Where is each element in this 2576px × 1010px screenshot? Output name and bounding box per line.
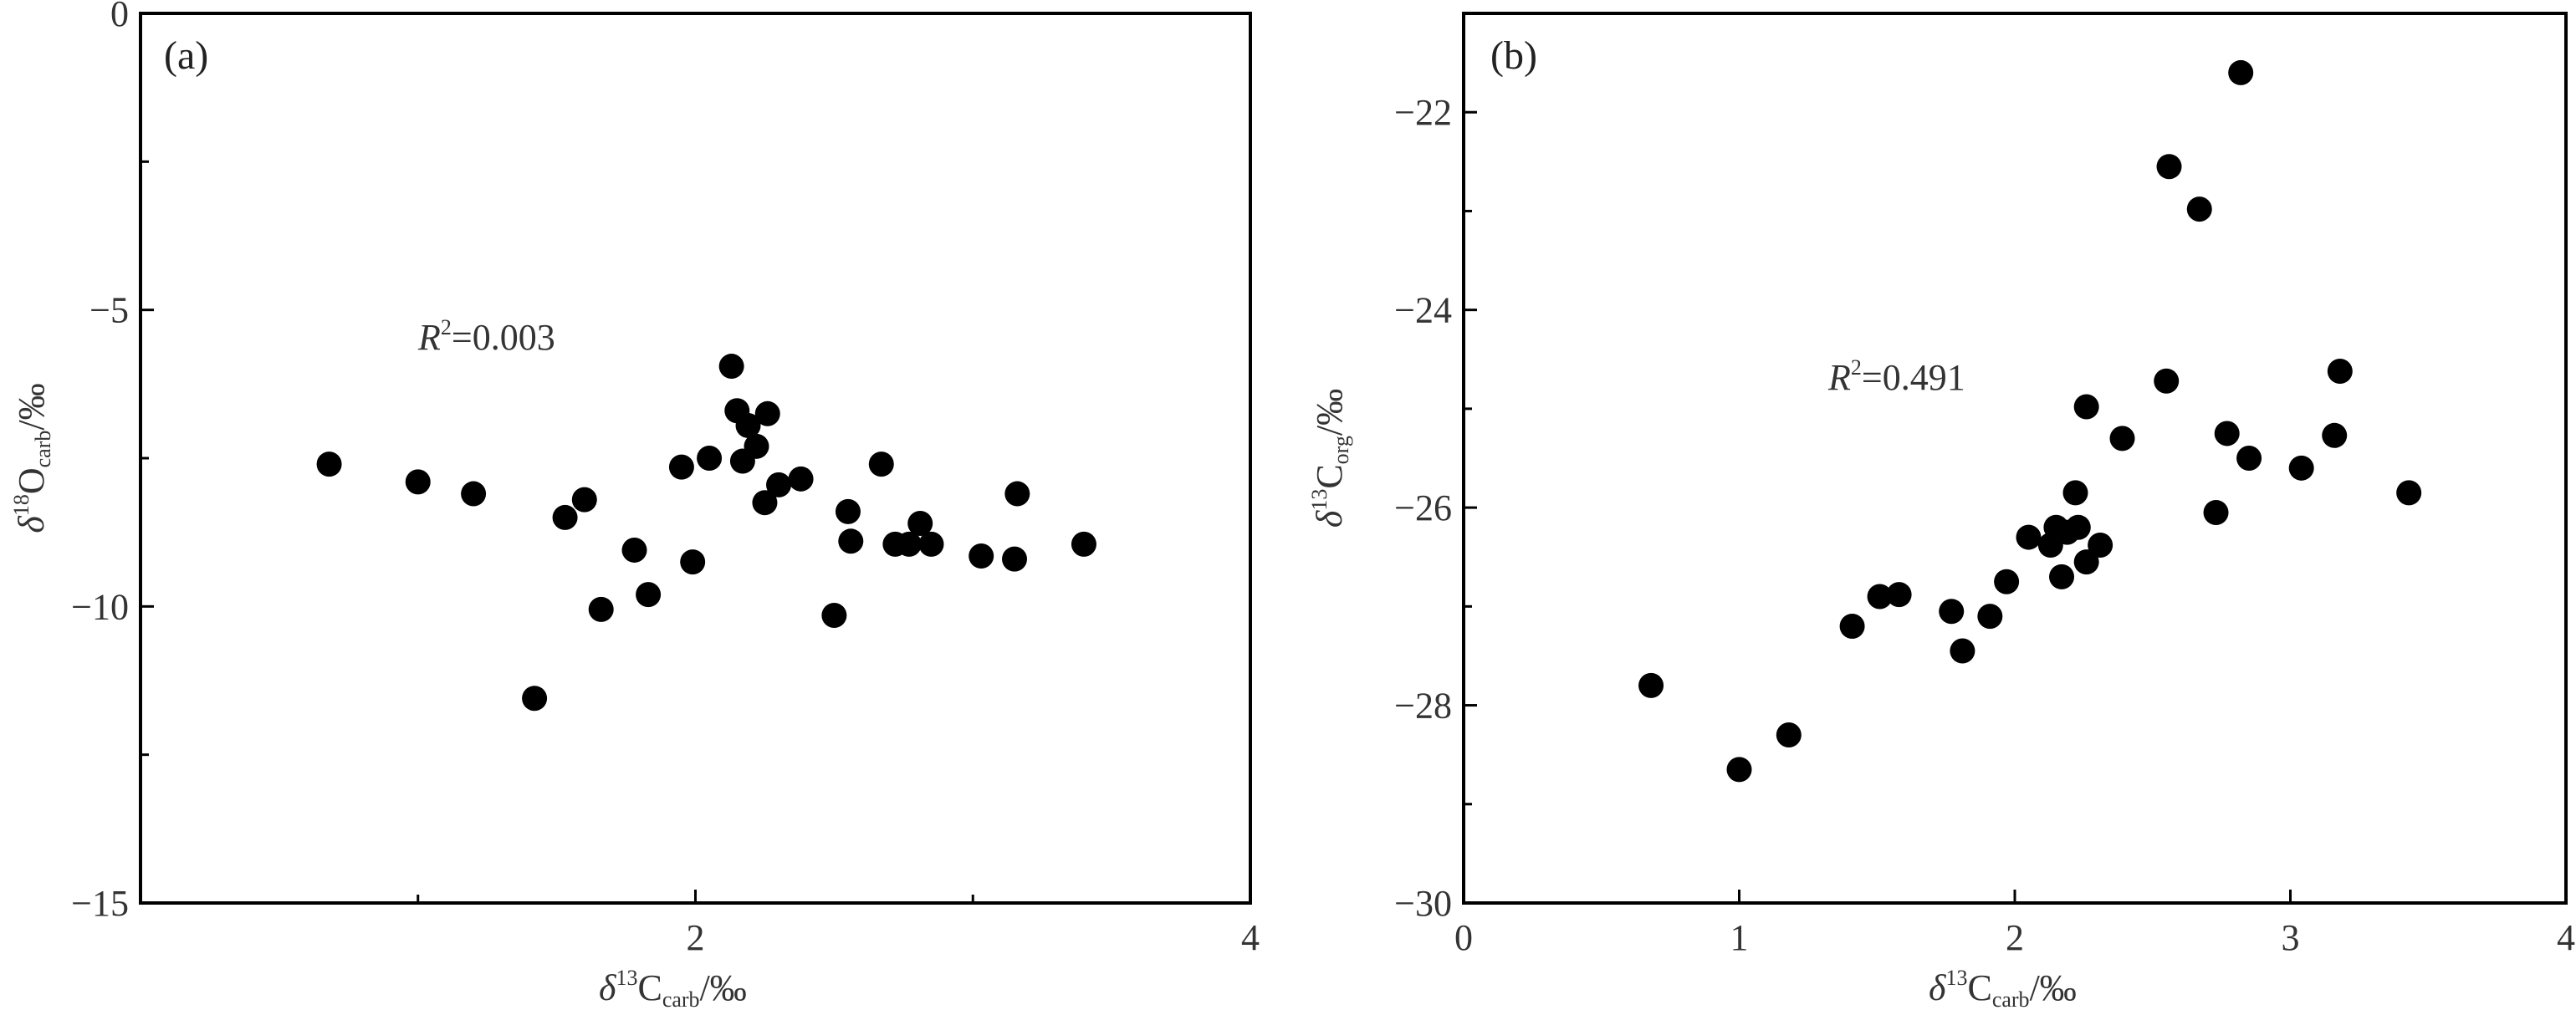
panel-b-data-point	[1977, 604, 2003, 630]
panel-a-data-point	[788, 466, 814, 492]
panel-b-x-tick-label: 0	[1454, 917, 1473, 958]
panel-a-y-tick-label: 0	[110, 0, 129, 34]
panel-a-x-tick-label: 2	[687, 917, 705, 958]
panel-a-data-point	[461, 481, 487, 507]
panel-a-data-point	[1004, 481, 1030, 507]
panel-a-data-point	[668, 454, 694, 480]
panel-b-y-tick-label: −24	[1394, 290, 1452, 331]
panel-a-ticks: 2 4 0 −5 −10 −15	[71, 0, 1260, 958]
panel-a-data-point	[766, 472, 792, 497]
panel-a-data-point	[552, 504, 578, 530]
panel-b-y-axis-title: δ13Corg/‰	[1307, 389, 1353, 528]
panel-a-scatter-chart: 2 40−5−10−15 (a) R2=0.003 δ13Ccarb/‰ δ18O…	[9, 0, 1260, 1010]
panel-b-x-tick-label: 4	[2557, 917, 2575, 958]
panel-b-data-point	[1867, 584, 1893, 610]
panel-b-data-point	[2088, 533, 2113, 559]
panel-b-data-point	[2214, 421, 2240, 446]
panel-a-data-point	[588, 596, 614, 622]
panel-b-data-point	[2049, 564, 2075, 589]
panel-a-y-axis-title: δ18Ocarb/‰	[9, 383, 55, 533]
panel-b-data-point	[2073, 394, 2099, 420]
panel-a-data-point	[969, 543, 994, 569]
panel-a-data-point	[821, 602, 847, 628]
panel-a-data-point	[896, 531, 922, 557]
panel-b-y-tick-label: −28	[1394, 686, 1452, 727]
panel-a-data-point	[918, 531, 944, 557]
panel-b-data-point	[2327, 358, 2353, 384]
panel-b-data-point	[2203, 500, 2229, 526]
panel-b-data-point	[2062, 480, 2088, 506]
panel-a-y-tick-label: −10	[71, 586, 129, 627]
panel-b-y-tick-label: −22	[1394, 92, 1452, 133]
panel-b-r-symbol: R	[1827, 357, 1851, 398]
panel-b-r-exponent: 2	[1851, 355, 1862, 380]
panel-a-data-point	[835, 498, 861, 524]
panel-a-y-tick-label: −15	[71, 883, 129, 924]
panel-a-data-point	[405, 469, 431, 495]
panel-b-data-point	[1638, 672, 1664, 698]
panel-b-data-point	[2236, 446, 2262, 471]
panel-b-data-point	[2396, 480, 2422, 506]
panel-b-data-point	[2156, 154, 2182, 180]
panel-a-r-value: =0.003	[452, 317, 555, 358]
panel-a-data-point	[907, 511, 933, 537]
panel-b-x-tick-label: 2	[2006, 917, 2024, 958]
panel-b-x-tick-label: 3	[2282, 917, 2300, 958]
panel-a-data-point	[636, 582, 662, 608]
panel-b-data-point	[2154, 368, 2180, 394]
panel-a-data-point	[571, 487, 597, 513]
panel-a-data-point	[868, 451, 894, 477]
panel-a-data-point	[754, 400, 780, 426]
panel-a-data-point	[621, 537, 647, 563]
panel-a-r-squared: R2=0.003	[417, 315, 555, 358]
panel-b-data-point	[2322, 422, 2348, 448]
panel-b-data-point	[2016, 524, 2042, 550]
panel-b-r-value: =0.491	[1862, 357, 1965, 398]
panel-b-data-point	[1939, 599, 1965, 625]
panel-a-x-tick-label: 4	[1241, 917, 1260, 958]
panel-a-data-point	[697, 446, 723, 471]
panel-a-r-symbol: R	[417, 317, 441, 358]
panel-b-x-axis-title: δ13Ccarb/‰	[1929, 966, 2077, 1010]
panel-a-data-point	[735, 412, 761, 438]
panel-b-data-point	[1994, 569, 2020, 594]
panel-a-data-point	[680, 549, 706, 575]
panel-b-y-tick-label: −30	[1394, 883, 1452, 924]
panel-b-y-tick-label: −26	[1394, 487, 1452, 528]
panel-b-ticks: 0 1 2 3 4 −22 −24 −26 −28 −30	[1394, 12, 2575, 958]
panel-b-data-point	[1950, 638, 1975, 664]
panel-b-r-squared: R2=0.491	[1827, 355, 1965, 398]
panel-a-r-exponent: 2	[441, 315, 452, 339]
panel-a-plot-frame	[139, 12, 1252, 905]
panel-b-data-points	[1638, 59, 2422, 783]
panel-b-data-point	[2065, 514, 2091, 540]
panel-a-label: (a)	[164, 33, 208, 78]
panel-a-data-point	[1071, 531, 1096, 557]
panel-b-data-point	[2228, 59, 2254, 85]
panel-b-x-tick-label: 1	[1730, 917, 1749, 958]
panel-a-y-tick-label: −5	[89, 290, 129, 331]
panel-a-data-point	[838, 528, 864, 554]
panel-b-data-point	[1886, 582, 1912, 608]
panel-b-data-point	[2073, 549, 2099, 575]
panel-b-plot-frame	[1462, 12, 2568, 905]
panel-b-data-point	[1726, 757, 1752, 783]
panel-a-data-points	[316, 354, 1096, 712]
panel-b-label: (b)	[1490, 33, 1537, 78]
panel-a-data-point	[752, 490, 778, 516]
panel-a-data-point	[522, 686, 548, 712]
panel-b-data-point	[2186, 196, 2212, 222]
panel-b-data-point	[1839, 613, 1865, 639]
panel-b-data-point	[1776, 722, 1802, 748]
panel-a-data-point	[718, 354, 744, 380]
panel-b-data-point	[2288, 455, 2314, 481]
panel-a-data-point	[316, 451, 342, 477]
panel-a-data-point	[744, 433, 769, 459]
panel-a-data-point	[1002, 546, 1028, 572]
panel-b-scatter-chart: 0 1 2 3 4−22−24−26−28−30 (b) R2=0.491 δ13Cca…	[1307, 12, 2575, 1010]
panel-a-x-axis-title: δ13Ccarb/‰	[599, 966, 747, 1010]
panel-b-data-point	[2109, 426, 2135, 451]
